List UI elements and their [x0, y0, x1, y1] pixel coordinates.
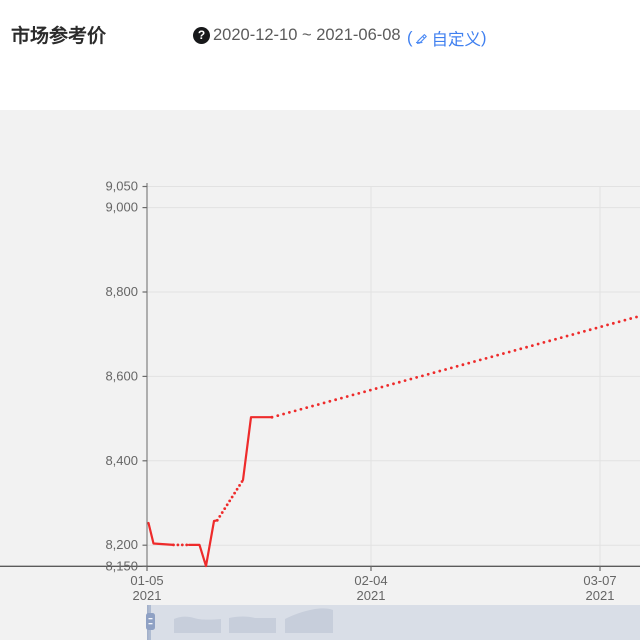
- svg-text:02-04: 02-04: [354, 573, 387, 588]
- svg-text:8,150: 8,150: [105, 558, 138, 573]
- svg-text:01-05: 01-05: [130, 573, 163, 588]
- svg-text:2021: 2021: [133, 588, 162, 603]
- svg-text:8,800: 8,800: [105, 284, 138, 299]
- svg-text:8,200: 8,200: [105, 537, 138, 552]
- svg-text:9,050: 9,050: [105, 179, 138, 194]
- svg-text:8,600: 8,600: [105, 368, 138, 383]
- svg-text:8,400: 8,400: [105, 453, 138, 468]
- svg-text:9,000: 9,000: [105, 200, 138, 215]
- svg-text:2021: 2021: [586, 588, 615, 603]
- svg-text:03-07: 03-07: [583, 573, 616, 588]
- svg-text:2021: 2021: [357, 588, 386, 603]
